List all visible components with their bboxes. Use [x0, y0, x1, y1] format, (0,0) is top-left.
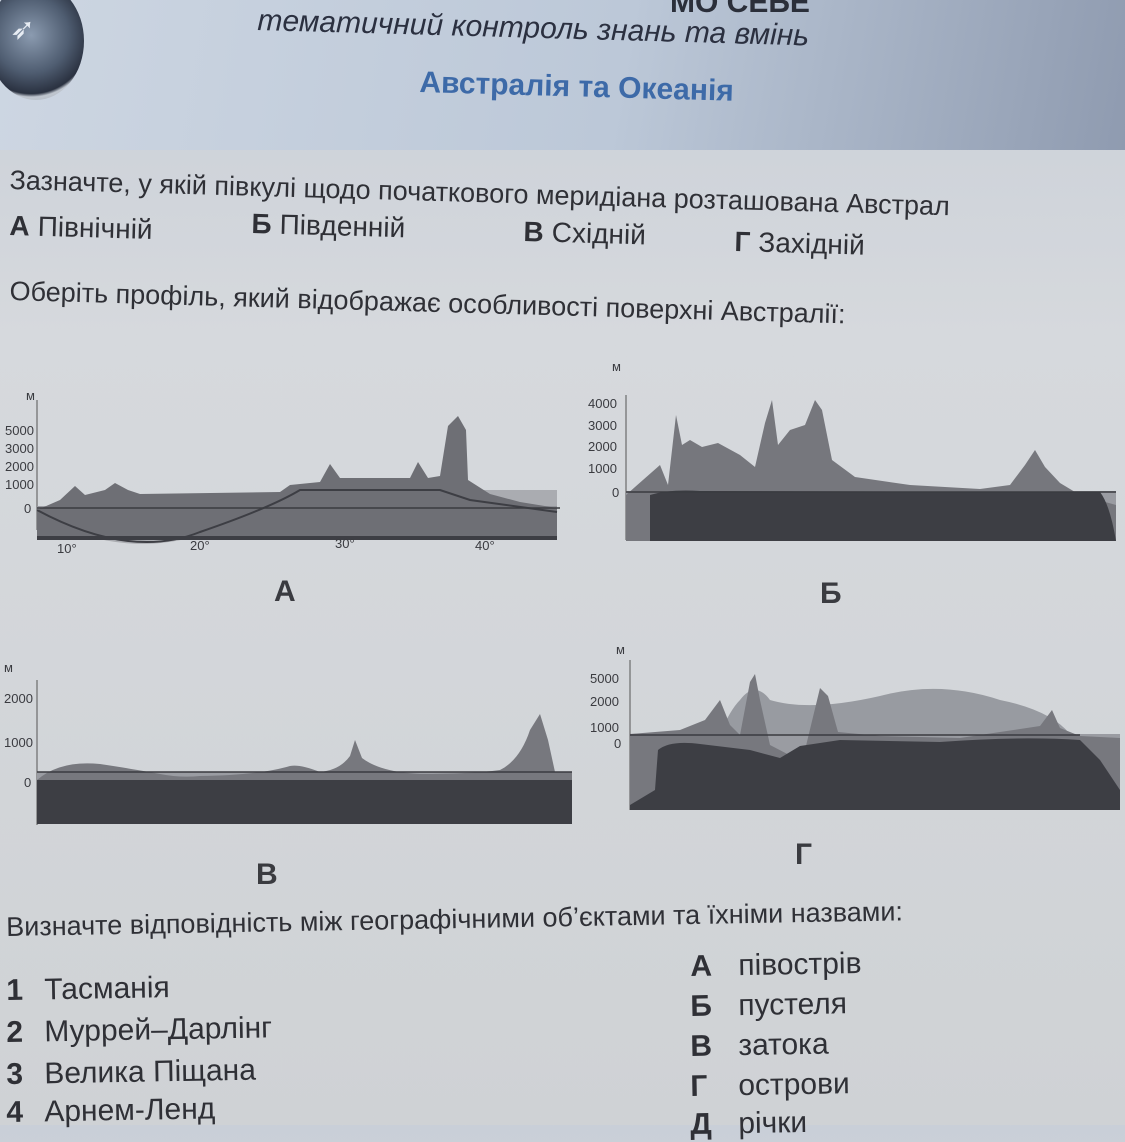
profile-b-ytick: 1000: [588, 461, 617, 476]
question-3-text: Визначте відповідність між географічними…: [6, 896, 904, 942]
profile-d-ytick: 5000: [590, 671, 619, 686]
profile-b-ytick: 4000: [588, 396, 617, 411]
profile-c-unit: м: [4, 660, 13, 675]
profile-a-xtick: 10°: [57, 541, 77, 556]
profile-c-ground: [37, 780, 572, 824]
profile-d-label: Г: [795, 838, 813, 871]
q1-option-d: Г Західній: [734, 226, 866, 261]
profile-a-unit: м: [26, 388, 35, 403]
profile-a-relief: [37, 416, 557, 536]
profile-b-label: Б: [820, 577, 842, 610]
profile-d-ytick: 0: [614, 736, 621, 751]
compass-icon: ➶: [10, 13, 36, 46]
profile-b-ytick: 2000: [588, 439, 617, 454]
profile-c-ytick: 0: [24, 775, 31, 790]
profile-b-unit: м: [612, 359, 621, 374]
profile-a-label: А: [274, 575, 296, 608]
profile-b-ytick: 0: [612, 485, 619, 500]
q3-item-4: 4 Арнем-Ленд: [6, 1092, 216, 1129]
profile-c-label: В: [256, 858, 278, 891]
profile-d-unit: м: [616, 642, 625, 657]
profile-b: м 4000 3000 2000 1000 0: [588, 359, 1116, 541]
q1-option-a: А Північній: [9, 210, 154, 245]
header-band: [0, 0, 1125, 150]
profile-a: м 5000 3000 2000 1000 0 10° 20° 30° 40°: [5, 388, 560, 556]
profile-a-xtick: 40°: [475, 538, 495, 553]
header-cut-text: МО СЕБЕ: [670, 0, 810, 19]
profile-a-ytick: 3000: [5, 441, 34, 456]
profile-a-xtick: 30°: [335, 536, 355, 551]
profile-d-ground: [630, 738, 1120, 810]
q1-option-b: Б Південній: [251, 208, 406, 244]
profile-d-ytick: 1000: [590, 720, 619, 735]
profile-a-ytick: 0: [24, 501, 31, 516]
profile-c-ytick: 2000: [4, 691, 33, 706]
profile-c-ytick: 1000: [4, 735, 33, 750]
profile-a-ytick: 5000: [5, 423, 34, 438]
question-2-text: Оберіть профіль, який відображає особлив…: [9, 276, 846, 330]
profile-b-ground: [650, 490, 1116, 541]
q1-option-c: В Східній: [523, 216, 647, 251]
q3-item-2: 2 Муррей–Дарлінг: [6, 1011, 273, 1049]
profile-c: м 2000 1000 0: [4, 660, 572, 825]
profile-a-ytick: 1000: [5, 477, 34, 492]
profile-b-ytick: 3000: [588, 418, 617, 433]
profile-d: м 5000 2000 1000 0: [590, 642, 1120, 810]
q3-item-1: 1 Тасманія: [6, 971, 171, 1007]
profile-a-xtick: 20°: [190, 538, 210, 553]
q3-item-3: 3 Велика Піщана: [6, 1053, 257, 1091]
profile-d-ytick: 2000: [590, 694, 619, 709]
profile-a-ytick: 2000: [5, 459, 34, 474]
